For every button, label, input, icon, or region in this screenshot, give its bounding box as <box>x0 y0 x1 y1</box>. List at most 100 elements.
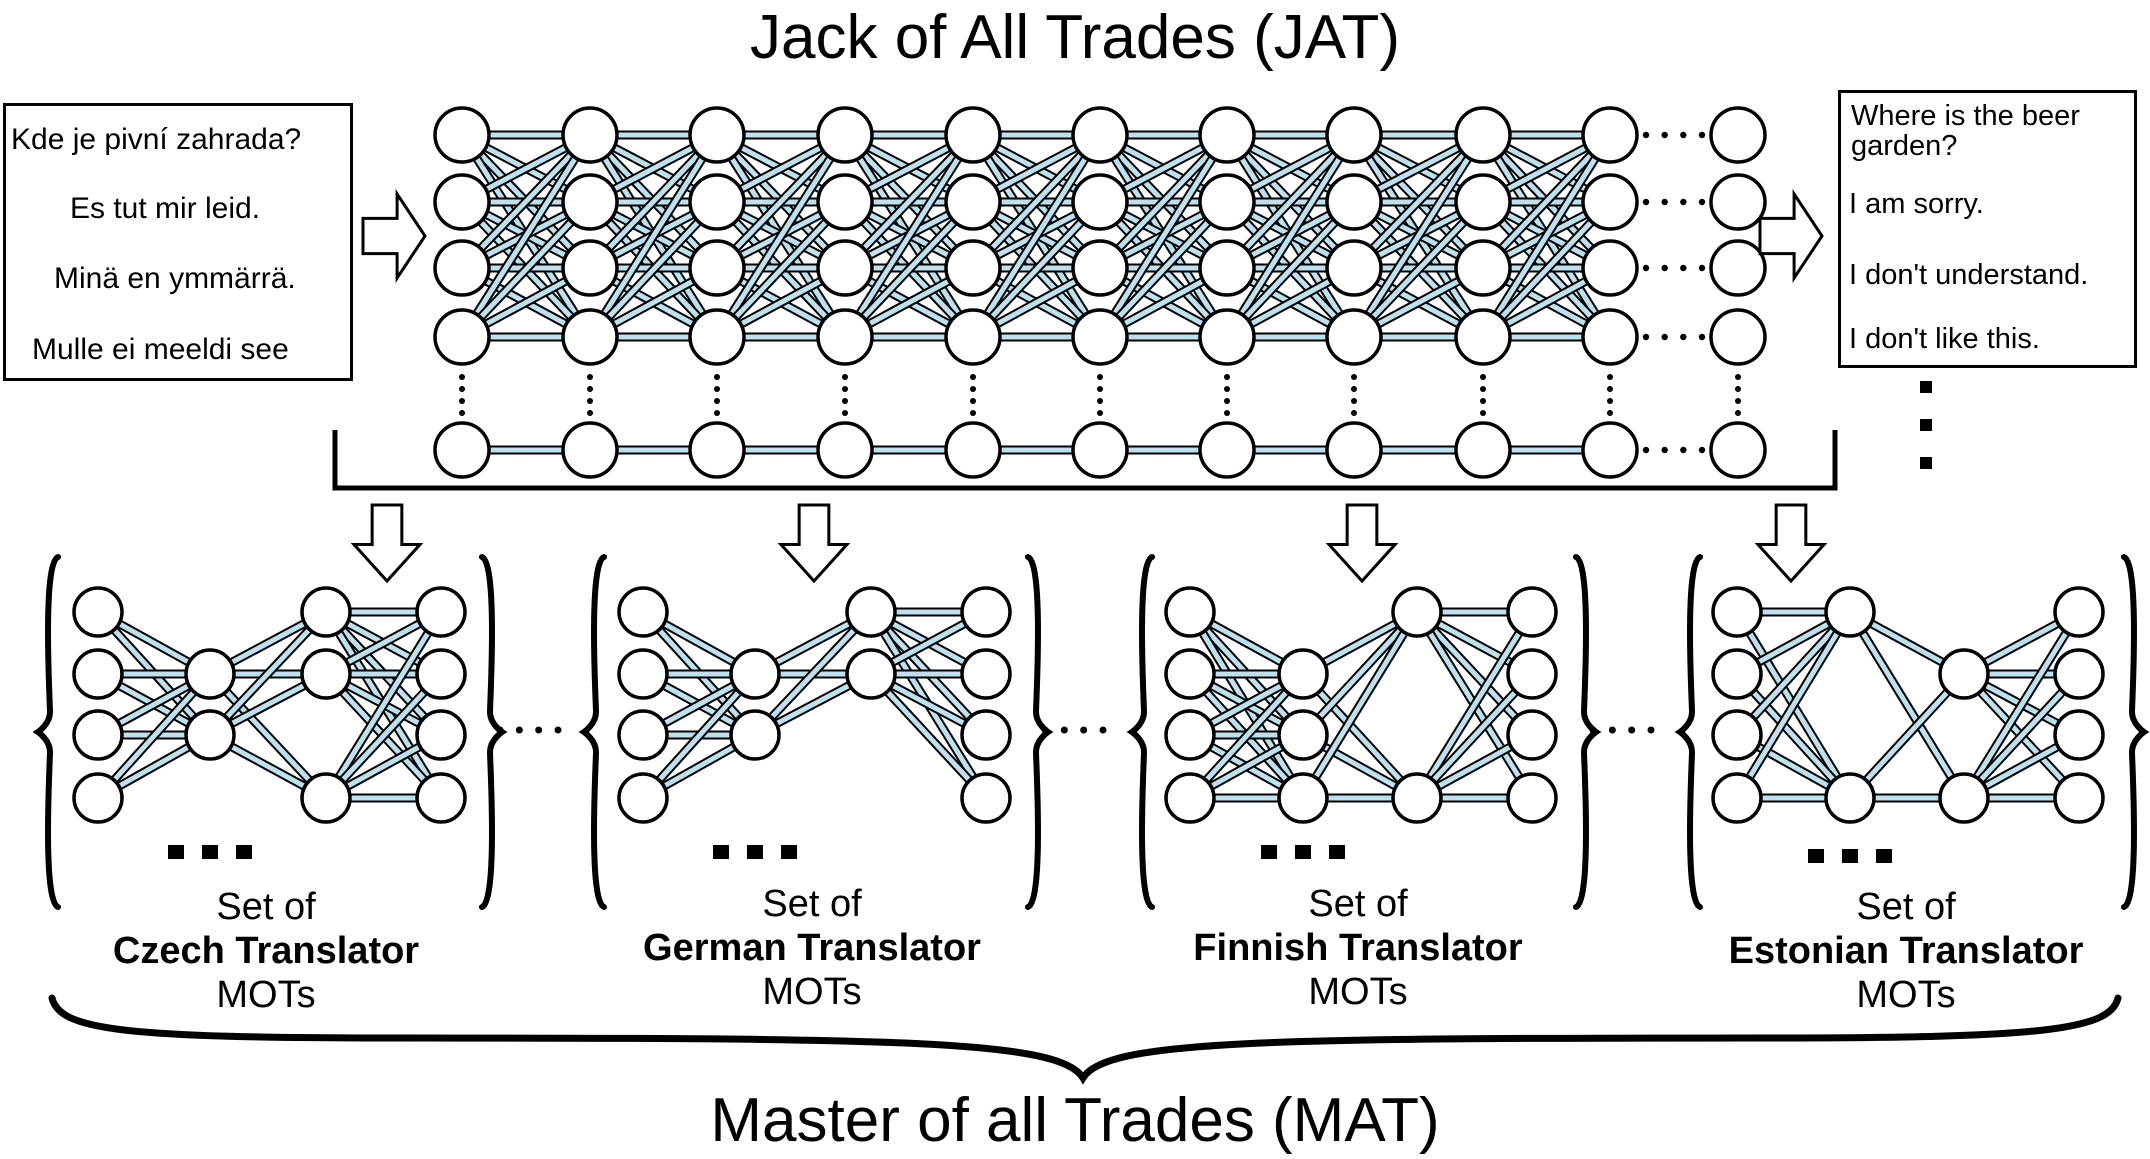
neuron-node <box>1454 239 1512 297</box>
ellipsis-dot <box>1735 374 1741 380</box>
connection <box>971 133 1102 270</box>
mot-set-name: Estonian Translator <box>1728 930 2084 972</box>
ellipsis-dot <box>1224 398 1230 404</box>
ellipsis-dot <box>587 398 593 404</box>
jat-connections <box>458 130 1614 455</box>
neuron-node <box>72 586 124 638</box>
neuron-node <box>960 586 1012 638</box>
connection <box>1352 133 1485 270</box>
ellipsis-dot <box>970 398 976 404</box>
neuron-node <box>184 709 236 761</box>
neuron-node <box>1071 239 1129 297</box>
connection <box>1352 200 1485 339</box>
connection <box>1481 200 1612 339</box>
neuron-node <box>1164 648 1216 700</box>
ellipsis-dot <box>1097 398 1103 404</box>
ellipsis-dot <box>714 410 720 416</box>
ellipsis-dot <box>1920 381 1932 393</box>
output-sentence-2: I am sorry. <box>1849 188 1984 220</box>
connection <box>843 133 975 270</box>
ellipsis-dot <box>1097 374 1103 380</box>
neuron-node <box>1071 106 1129 164</box>
connection <box>1415 672 1534 800</box>
ellipsis-dot <box>1607 374 1613 380</box>
neuron-node <box>845 586 897 638</box>
ellipsis-dot <box>1642 131 1650 139</box>
ellipsis-dot <box>714 386 720 392</box>
diagram-decorations <box>32 189 2150 1085</box>
connection <box>1481 133 1612 270</box>
ellipsis-dot <box>1876 849 1892 863</box>
ellipsis-dot <box>1735 398 1741 404</box>
neuron-node <box>2053 648 2105 700</box>
ellipsis-dot <box>1480 398 1486 404</box>
neuron-node <box>1454 106 1512 164</box>
ellipsis-dot <box>1224 410 1230 416</box>
connection <box>1735 610 1852 737</box>
neuron-node <box>944 239 1002 297</box>
connection <box>1961 610 2082 800</box>
neuron-node <box>729 709 781 761</box>
neuron-node <box>1454 421 1512 479</box>
ellipsis-dot <box>1661 131 1668 139</box>
ellipsis-dot <box>1642 198 1650 206</box>
ellipsis-dot <box>554 726 562 734</box>
connection <box>1962 672 2081 800</box>
connection <box>323 610 444 800</box>
connection <box>1734 610 1853 800</box>
ellipsis-dot <box>1735 386 1741 392</box>
connection <box>460 200 592 339</box>
connection <box>1097 133 1230 339</box>
neuron-node <box>944 421 1002 479</box>
ellipsis-dot <box>236 845 252 859</box>
mot-set-suffix: MOTs <box>216 974 316 1016</box>
connection <box>869 672 988 800</box>
neuron-node <box>2053 772 2105 824</box>
ellipsis-dot <box>1920 419 1932 431</box>
neuron-node <box>1824 586 1876 638</box>
ellipsis-dot <box>1698 131 1706 139</box>
connection <box>1098 133 1229 270</box>
neuron-node <box>1164 709 1216 761</box>
connection <box>1301 672 1419 800</box>
ellipsis-dot <box>970 374 976 380</box>
ellipsis-dot <box>1680 198 1687 206</box>
connection <box>1098 200 1229 339</box>
ellipsis-dot <box>1480 374 1486 380</box>
neuron-node <box>1071 173 1129 231</box>
ellipsis-dot <box>587 410 593 416</box>
ellipsis-dot <box>1351 374 1357 380</box>
neuron-node <box>433 421 491 479</box>
connection <box>1225 133 1356 270</box>
neuron-node <box>561 173 619 231</box>
ellipsis-dot <box>587 386 593 392</box>
connection <box>1848 672 1966 800</box>
neuron-node <box>944 308 1002 366</box>
neuron-node <box>184 648 236 700</box>
neuron-node <box>1325 173 1383 231</box>
curly-brace <box>32 554 61 910</box>
ellipsis-dot <box>459 410 465 416</box>
connection <box>459 133 593 339</box>
mot-set-label-finnish: Set of Finnish Translator MOTs <box>1088 882 1628 1014</box>
neuron-node <box>1325 308 1383 366</box>
neuron-node <box>1164 586 1216 638</box>
neuron-node <box>617 586 669 638</box>
output-sentence-3: I don't understand. <box>1849 259 2089 291</box>
input-sentence-estonian: Mulle ei meeldi see <box>32 333 289 366</box>
neuron-node <box>561 239 619 297</box>
ellipsis-dot <box>1099 726 1107 734</box>
neuron-node <box>1711 772 1763 824</box>
ellipsis-dot <box>1642 264 1650 272</box>
curly-brace <box>578 554 607 910</box>
neuron-node <box>1709 173 1767 231</box>
connection <box>1414 610 1535 800</box>
down-arrow-icon <box>777 503 851 584</box>
ellipsis-dot <box>587 374 593 380</box>
ellipsis-dot <box>1661 198 1668 206</box>
ellipsis-dot <box>1628 726 1636 734</box>
connection <box>587 133 720 339</box>
neuron-node <box>415 772 467 824</box>
connection <box>714 133 848 339</box>
ellipsis-dot <box>1842 849 1858 863</box>
